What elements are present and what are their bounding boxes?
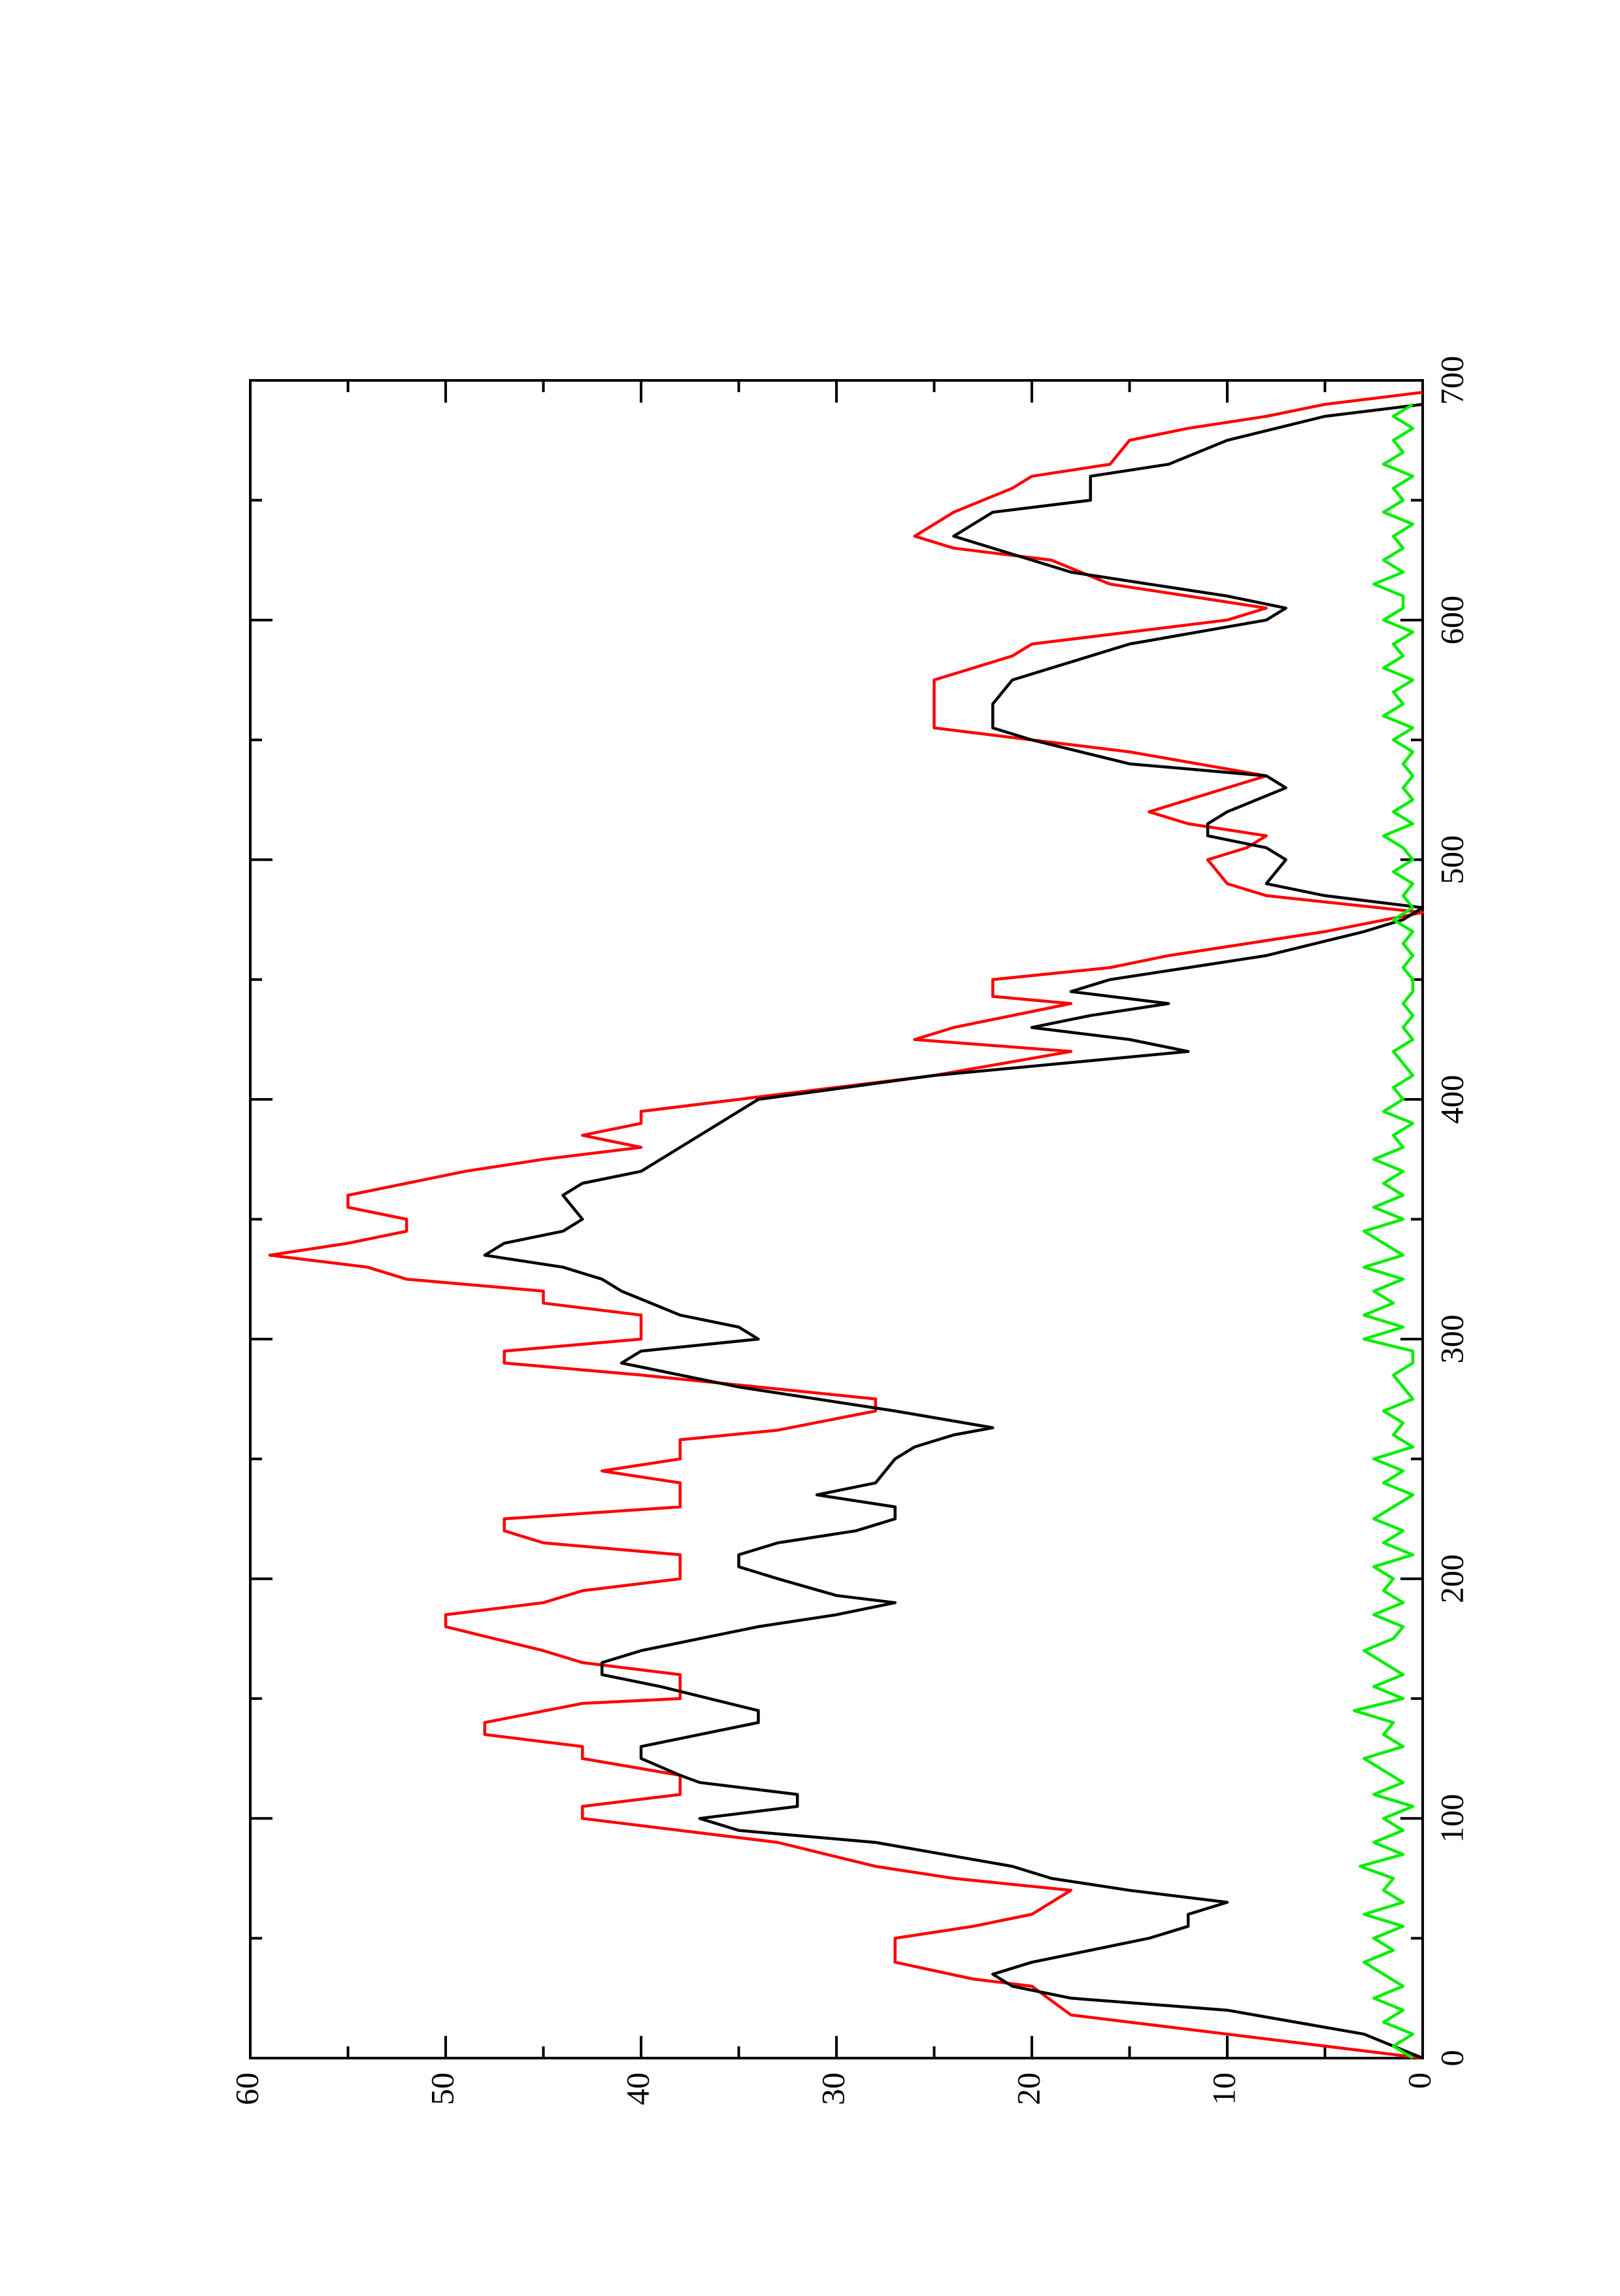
- y-tick-label: 20: [1010, 2072, 1046, 2105]
- y-tick-label: 60: [228, 2072, 265, 2105]
- x-tick-label: 100: [1433, 1794, 1470, 1843]
- y-tick-label: 30: [814, 2072, 851, 2105]
- y-tick-label: 50: [423, 2072, 460, 2105]
- plot-area: 0 100 200 300 400 500 600 700 0 10 20 30 40 50 60: [228, 356, 1470, 2106]
- x-tick-label: 700: [1433, 356, 1470, 405]
- y-tick-label: 10: [1205, 2072, 1242, 2105]
- x-tick-label: 200: [1433, 1554, 1470, 1603]
- y-tick-label: 40: [619, 2072, 655, 2105]
- x-tick-label: 600: [1433, 595, 1470, 644]
- x-tick-label: 500: [1433, 835, 1470, 884]
- series-line: [483, 403, 1425, 2060]
- series-line: [268, 391, 1425, 2060]
- x-tick-label: 300: [1433, 1314, 1470, 1363]
- plot-frame: [249, 379, 1424, 2059]
- y-tick-label: 0: [1400, 2072, 1437, 2089]
- x-tick-label: 400: [1433, 1075, 1470, 1124]
- x-tick-label: 0: [1433, 2050, 1470, 2067]
- series-line: [1353, 403, 1415, 2059]
